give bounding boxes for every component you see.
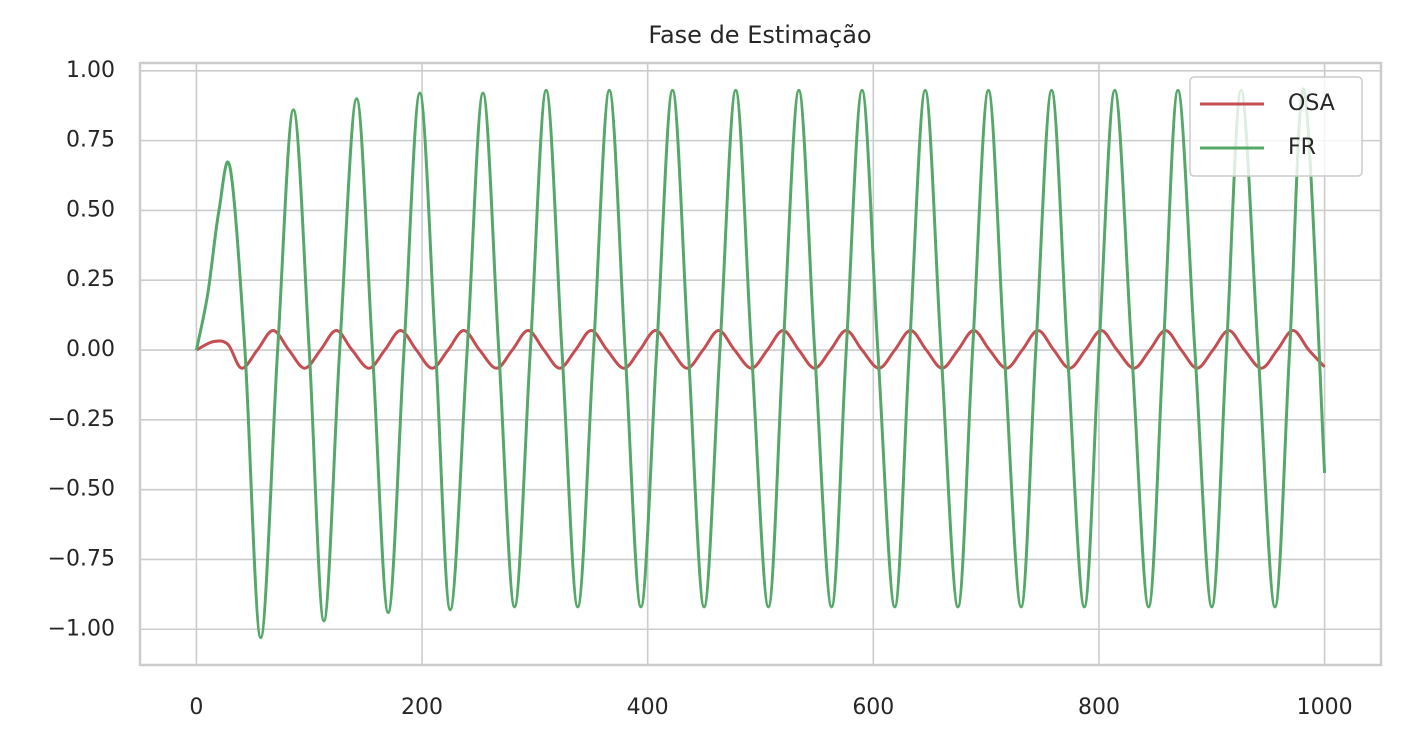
data-line xyxy=(195,328,1326,370)
y-tick-label: 0.00 xyxy=(66,337,115,362)
y-tick-label: −0.75 xyxy=(48,546,115,571)
x-tick-label: 400 xyxy=(627,695,669,720)
legend-label: OSA xyxy=(1288,91,1335,116)
legend: OSA FR xyxy=(1189,76,1363,177)
legend-box xyxy=(1189,76,1363,177)
data-line xyxy=(194,87,1327,640)
y-tick-label: −0.25 xyxy=(48,407,115,432)
legend-label: FR xyxy=(1288,135,1316,160)
y-tick-label: 0.25 xyxy=(66,267,115,292)
y-tick-label: −0.50 xyxy=(48,477,115,502)
x-tick-label: 200 xyxy=(401,695,443,720)
plot-frame xyxy=(138,61,1383,667)
y-tick-label: 0.50 xyxy=(66,197,115,222)
chart-title: Fase de Estimação xyxy=(648,21,871,49)
y-tick-label: −1.00 xyxy=(48,616,115,641)
x-tick-label: 800 xyxy=(1078,695,1120,720)
x-tick-label: 600 xyxy=(852,695,894,720)
y-tick-label: 0.75 xyxy=(66,128,115,153)
x-tick-label: 0 xyxy=(189,695,203,720)
y-tick-label: 1.00 xyxy=(66,58,115,83)
x-tick-label: 1000 xyxy=(1297,695,1353,720)
